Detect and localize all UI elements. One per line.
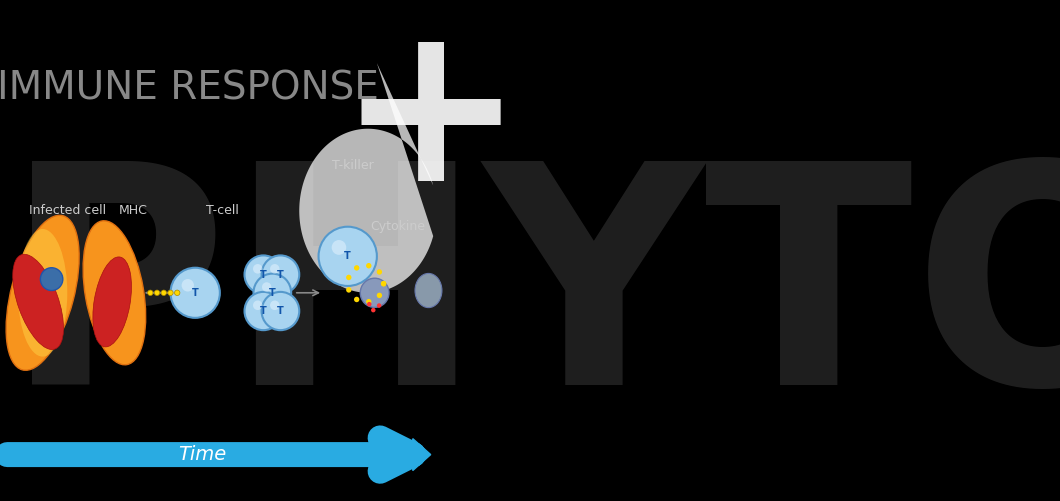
- Text: Cytokine: Cytokine: [370, 220, 425, 233]
- Circle shape: [245, 292, 282, 330]
- Polygon shape: [299, 63, 434, 293]
- Text: T: T: [277, 270, 284, 280]
- Circle shape: [347, 275, 352, 280]
- Circle shape: [376, 269, 382, 275]
- Circle shape: [381, 281, 386, 287]
- Circle shape: [381, 281, 386, 287]
- Text: T: T: [277, 306, 284, 316]
- Circle shape: [360, 278, 389, 308]
- Circle shape: [354, 265, 359, 271]
- Ellipse shape: [6, 215, 79, 370]
- Circle shape: [262, 292, 299, 330]
- Text: T: T: [269, 288, 276, 298]
- Text: T-cell: T-cell: [207, 204, 240, 217]
- Circle shape: [371, 308, 375, 313]
- Circle shape: [253, 301, 263, 310]
- Circle shape: [347, 287, 352, 293]
- Circle shape: [270, 264, 280, 274]
- Circle shape: [332, 240, 347, 255]
- Circle shape: [245, 256, 282, 294]
- Circle shape: [367, 302, 371, 307]
- Ellipse shape: [83, 221, 145, 365]
- Circle shape: [262, 256, 299, 294]
- Text: Time: Time: [178, 445, 226, 464]
- Text: T: T: [192, 288, 198, 298]
- Circle shape: [376, 293, 382, 298]
- Circle shape: [262, 282, 271, 292]
- Ellipse shape: [93, 257, 131, 347]
- Circle shape: [253, 274, 292, 312]
- Circle shape: [366, 299, 371, 305]
- Circle shape: [270, 301, 280, 310]
- Circle shape: [171, 268, 219, 318]
- Circle shape: [175, 290, 180, 296]
- Circle shape: [40, 268, 63, 291]
- Circle shape: [366, 263, 371, 269]
- Circle shape: [377, 303, 382, 308]
- FancyArrow shape: [4, 439, 430, 470]
- Text: MHC: MHC: [119, 204, 147, 217]
- Text: PHYTO+: PHYTO+: [4, 151, 1060, 448]
- Circle shape: [155, 290, 160, 296]
- Text: T: T: [344, 252, 351, 262]
- Text: T-killer: T-killer: [332, 159, 374, 172]
- Ellipse shape: [416, 274, 442, 308]
- Text: +: +: [338, 13, 524, 226]
- Circle shape: [161, 290, 166, 296]
- Text: IMMUNE RESPONSE: IMMUNE RESPONSE: [0, 70, 379, 108]
- Circle shape: [147, 290, 153, 296]
- Ellipse shape: [13, 255, 64, 350]
- Ellipse shape: [18, 229, 67, 357]
- Circle shape: [181, 279, 194, 292]
- Text: Infected cell: Infected cell: [30, 204, 106, 217]
- Text: T: T: [260, 306, 267, 316]
- Circle shape: [319, 227, 377, 286]
- Circle shape: [253, 264, 263, 274]
- Circle shape: [354, 297, 359, 302]
- Text: T: T: [260, 270, 267, 280]
- Circle shape: [167, 290, 173, 296]
